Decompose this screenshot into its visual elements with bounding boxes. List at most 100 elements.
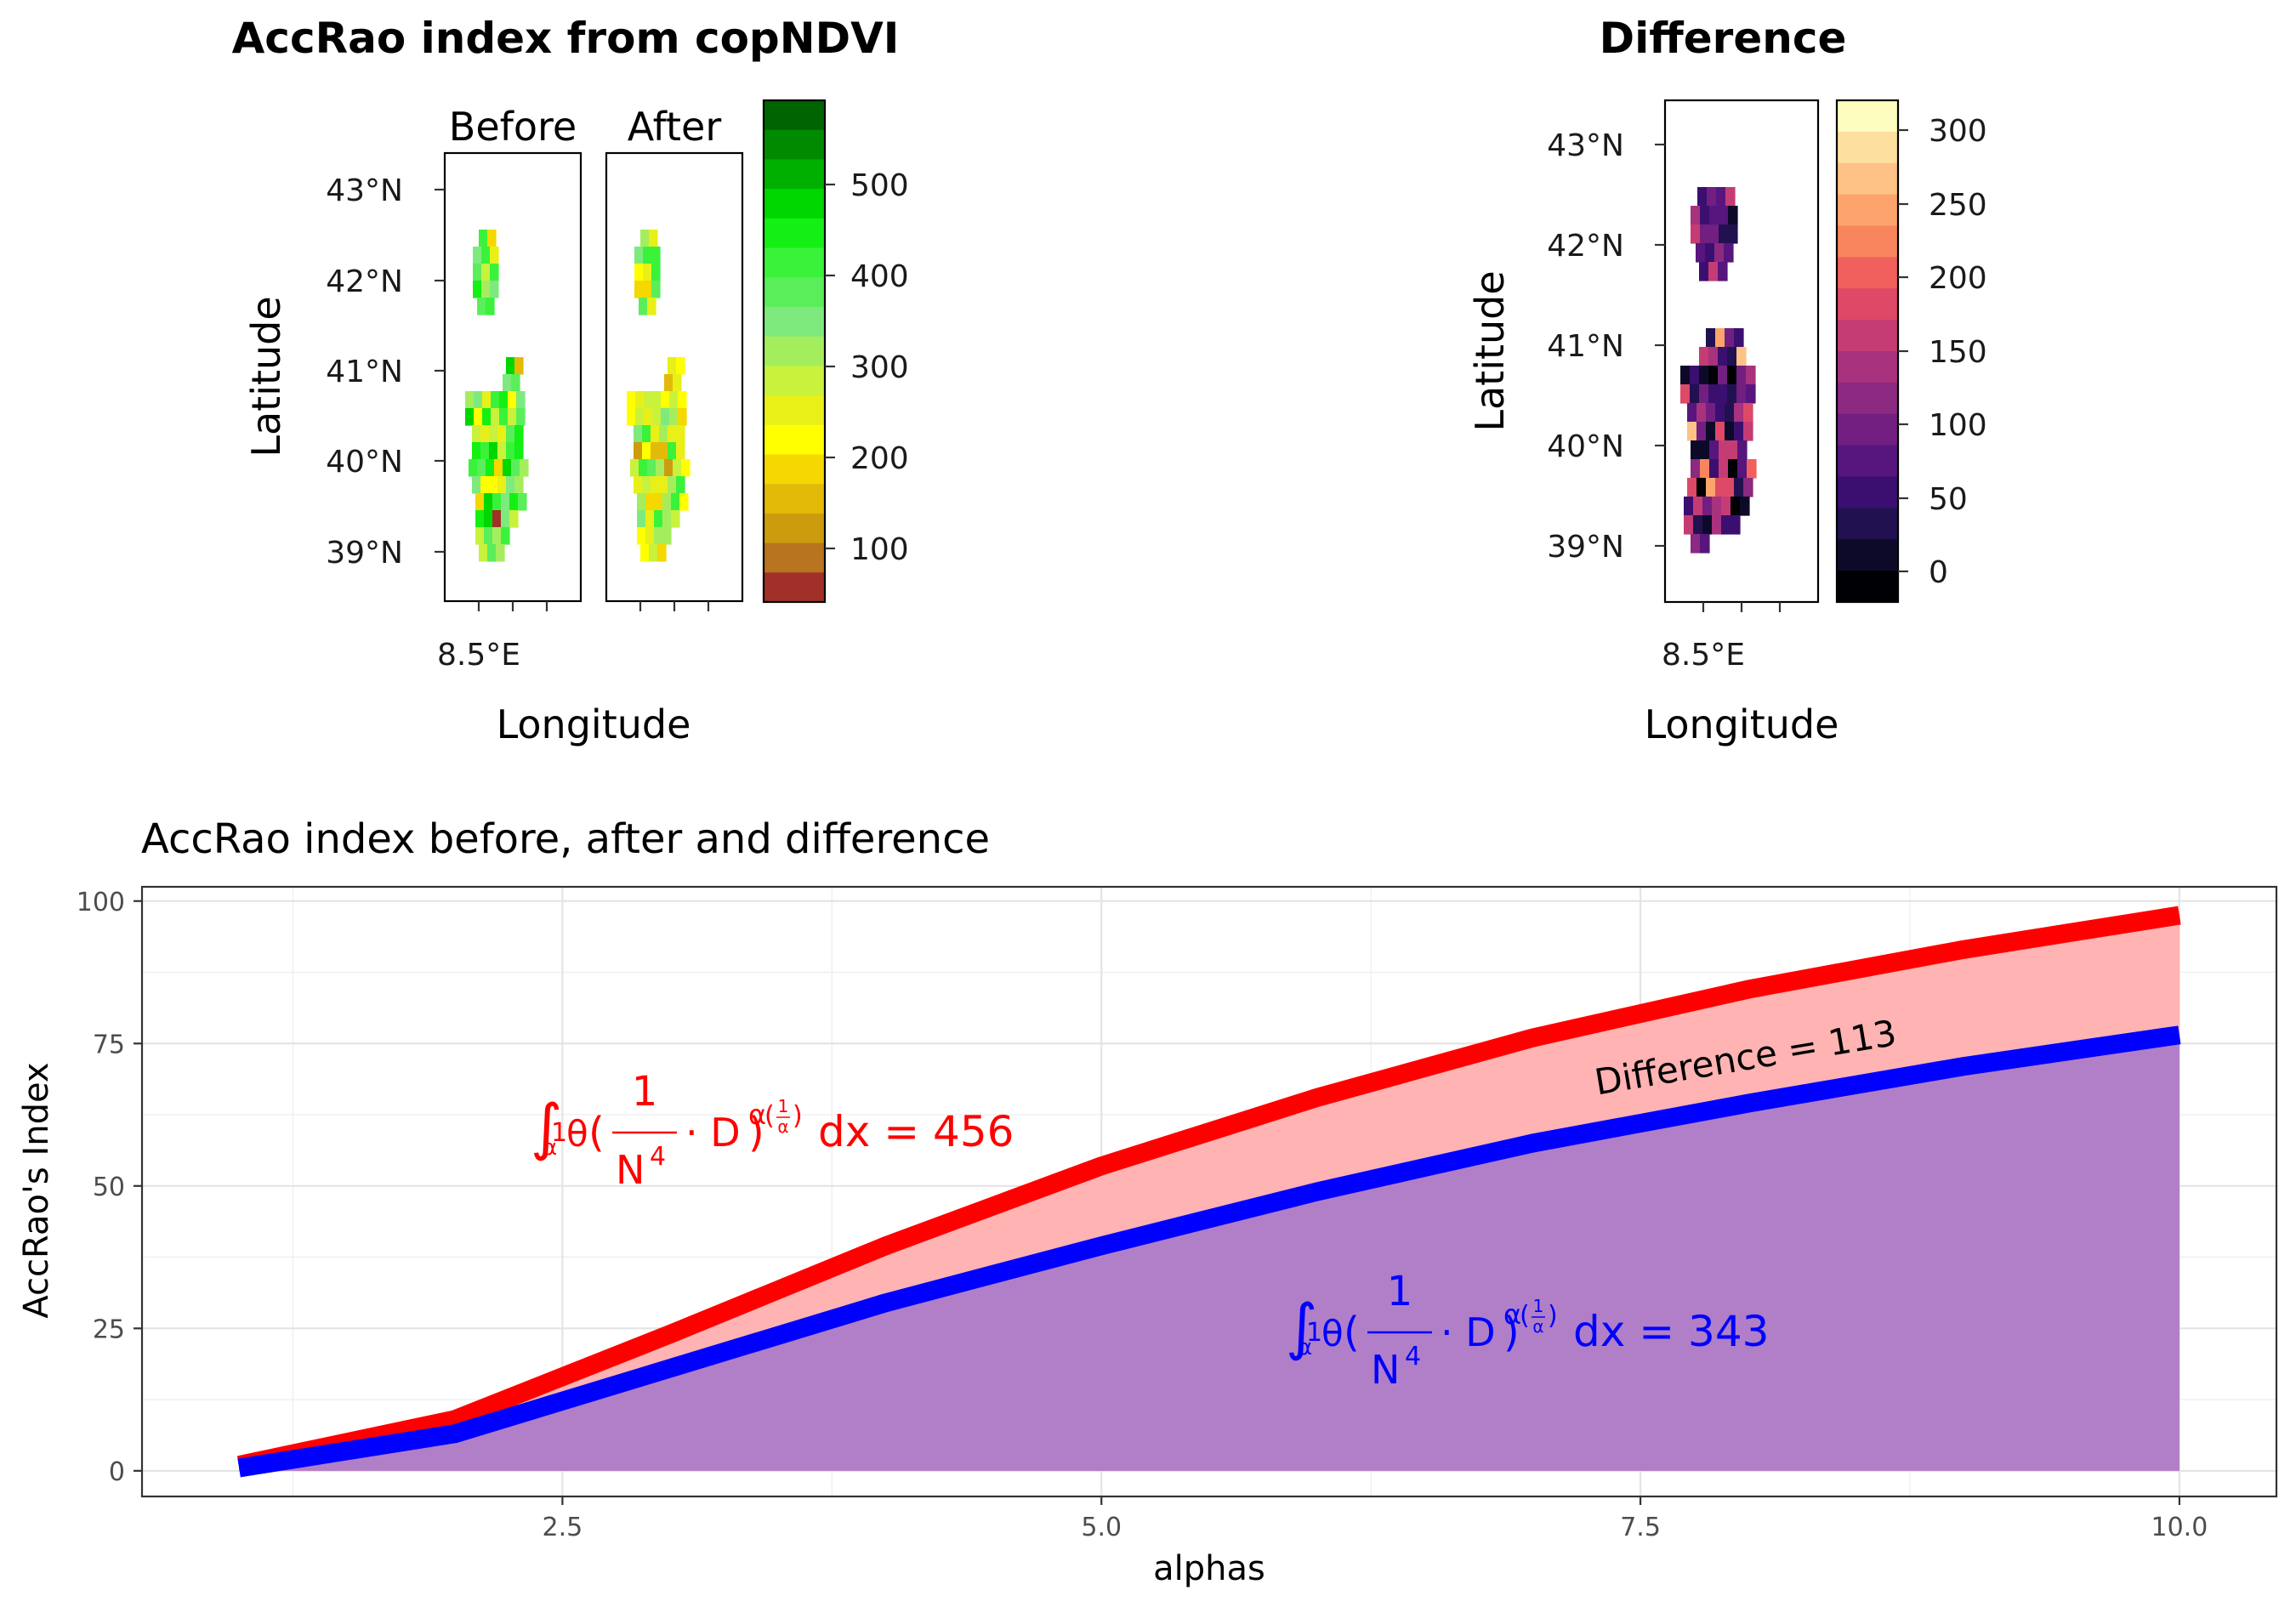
after-raster-cell — [649, 230, 658, 247]
left-colorbar-label: 300 — [850, 350, 909, 385]
difference-raster-cell — [1709, 440, 1719, 460]
right-map-title: Difference — [1600, 14, 1847, 63]
difference-raster-cell — [1734, 478, 1744, 497]
before-series-area — [239, 1035, 2179, 1471]
y-tick-label: 75 — [93, 1030, 125, 1059]
formula-denominator: N — [1371, 1347, 1400, 1393]
before-raster-cell — [497, 442, 507, 460]
right-ytick-label: 43°N — [1547, 128, 1624, 163]
difference-raster-cell — [1700, 534, 1710, 554]
after-raster-cell — [643, 281, 652, 298]
after-raster-cell — [630, 459, 639, 477]
left-colorbar-segment — [764, 159, 825, 190]
left-colorbar-segment — [764, 247, 825, 278]
after-raster-cell — [651, 425, 660, 443]
before-raster-cell — [489, 476, 498, 494]
before-raster-cell — [514, 442, 524, 460]
left-colorbar-segment — [764, 336, 825, 366]
after-raster-cell — [651, 442, 660, 460]
after-raster-cell — [642, 442, 651, 460]
before-raster-cell — [490, 281, 499, 298]
difference-raster-cell — [1725, 187, 1736, 207]
after-raster-cell — [637, 493, 646, 511]
right-colorbar-segment — [1837, 162, 1898, 196]
before-raster-cell — [482, 408, 492, 426]
before-raster-cell — [518, 493, 527, 511]
before-raster-cell — [501, 510, 510, 528]
before-raster-cell — [506, 442, 515, 460]
difference-raster-cell — [1705, 243, 1715, 263]
difference-raster-cell — [1746, 384, 1756, 404]
before-raster-cell — [472, 425, 481, 443]
after-raster-cell — [642, 476, 651, 494]
difference-raster-cell — [1700, 459, 1710, 479]
after-raster-cell — [678, 408, 687, 426]
bottom-chart: AccRao index before, after and differenc… — [17, 815, 2278, 1588]
after-raster-cell — [669, 391, 679, 409]
right-colorbar-segment — [1837, 225, 1898, 258]
formula-exp-num: 1 — [778, 1096, 789, 1116]
left-colorbar-segment — [764, 189, 825, 219]
before-raster-cell — [499, 391, 509, 409]
difference-raster-cell — [1693, 497, 1703, 516]
right-colorbar-segment — [1837, 257, 1898, 289]
difference-raster-cell — [1743, 403, 1753, 423]
left-colorbar-label: 200 — [850, 441, 909, 476]
difference-raster-cell — [1719, 224, 1729, 244]
before-raster-cell — [489, 425, 498, 443]
before-raster-cell — [482, 391, 492, 409]
difference-raster-cell — [1746, 366, 1756, 385]
difference-raster-cell — [1725, 422, 1735, 441]
before-raster-cell — [484, 510, 493, 528]
after-raster-cell — [671, 493, 680, 511]
right-colorbar-segment — [1837, 288, 1898, 321]
difference-raster-cell — [1725, 403, 1735, 423]
after-raster-cell — [669, 408, 679, 426]
difference-raster-cell — [1684, 497, 1694, 516]
difference-raster-cell — [1740, 497, 1750, 516]
right-colorbar-label: 150 — [1929, 335, 1987, 370]
left-ytick-label: 42°N — [326, 264, 403, 299]
difference-raster-cell — [1734, 403, 1744, 423]
left-ytick-label: 43°N — [326, 173, 403, 208]
before-raster-cell — [496, 544, 505, 562]
difference-raster-cell — [1687, 478, 1697, 497]
difference-raster-cell — [1699, 262, 1709, 281]
after-raster-cell — [678, 391, 687, 409]
right-colorbar-segment — [1837, 351, 1898, 383]
before-raster-cell — [484, 493, 493, 511]
difference-raster-cell — [1714, 243, 1725, 263]
after-raster-cell — [642, 425, 651, 443]
before-raster-cell — [492, 493, 502, 511]
difference-raster-cell — [1728, 224, 1738, 244]
after-raster-cell — [643, 264, 652, 281]
difference-raster-cell — [1691, 534, 1701, 554]
difference-raster-cell — [1680, 366, 1691, 385]
before-raster-cell — [509, 493, 519, 511]
formula-exp-den: α — [777, 1116, 788, 1137]
left-map-group: AccRao index from copNDVI Before After 4… — [232, 14, 909, 747]
after-raster-cell — [637, 510, 646, 528]
left-colorbar-segment — [764, 484, 825, 514]
left-ytick-label: 40°N — [326, 445, 403, 480]
difference-raster-cell — [1727, 384, 1737, 404]
left-panel-before-label: Before — [449, 104, 577, 150]
left-colorbar-segment — [764, 542, 825, 573]
after-raster-cell — [657, 544, 667, 562]
right-colorbar-segment — [1837, 194, 1898, 227]
before-raster-cell — [490, 247, 499, 264]
difference-raster-cell — [1687, 422, 1697, 441]
difference-raster-cell — [1699, 347, 1709, 366]
before-raster-cell — [487, 544, 497, 562]
difference-raster-cell — [1709, 459, 1719, 479]
formula-denominator-exp: 4 — [1405, 1342, 1421, 1371]
after-raster-cell — [644, 408, 653, 426]
right-ytick-label: 40°N — [1547, 429, 1624, 464]
right-colorbar-segment — [1837, 539, 1898, 571]
difference-raster-cell — [1708, 262, 1719, 281]
left-y-ticks — [435, 188, 445, 554]
y-tick-label: 0 — [109, 1457, 125, 1487]
after-raster-cell — [656, 459, 665, 477]
left-before-raster — [465, 230, 529, 562]
after-raster-cell — [640, 544, 650, 562]
